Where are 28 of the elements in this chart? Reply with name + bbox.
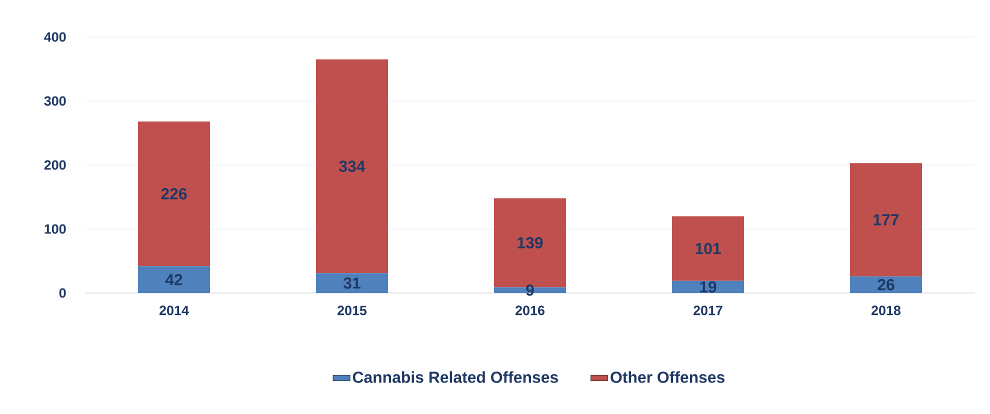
x-tick-label: 2017 bbox=[694, 306, 722, 316]
data-label: 31 bbox=[343, 277, 360, 289]
data-label: 101 bbox=[696, 242, 721, 254]
legend-label: Other Offenses bbox=[610, 371, 724, 383]
legend-label: Cannabis Related Offenses bbox=[352, 371, 558, 383]
bar bbox=[672, 216, 744, 281]
data-label: 42 bbox=[165, 274, 182, 286]
x-tick-label: 2018 bbox=[872, 306, 901, 316]
x-tick-label: 2015 bbox=[338, 306, 367, 316]
bar bbox=[850, 163, 922, 276]
data-label: 26 bbox=[878, 279, 894, 290]
x-tick-label: 2016 bbox=[516, 306, 544, 316]
bar bbox=[316, 59, 388, 274]
y-tick-label: 100 bbox=[44, 224, 66, 234]
y-tick-label: 0 bbox=[59, 288, 66, 298]
data-label: 334 bbox=[339, 160, 366, 172]
y-tick-label: 300 bbox=[44, 96, 66, 106]
bar bbox=[138, 121, 210, 266]
data-label: 19 bbox=[700, 281, 716, 293]
y-tick-label: 200 bbox=[44, 160, 66, 170]
bar bbox=[316, 273, 388, 294]
y-tick-label: 400 bbox=[44, 32, 66, 42]
bar bbox=[138, 266, 210, 294]
data-label: 177 bbox=[874, 214, 899, 226]
bar bbox=[850, 276, 922, 294]
data-label: 226 bbox=[161, 188, 187, 200]
data-label: 139 bbox=[518, 237, 543, 248]
x-tick-label: 2014 bbox=[160, 306, 189, 316]
